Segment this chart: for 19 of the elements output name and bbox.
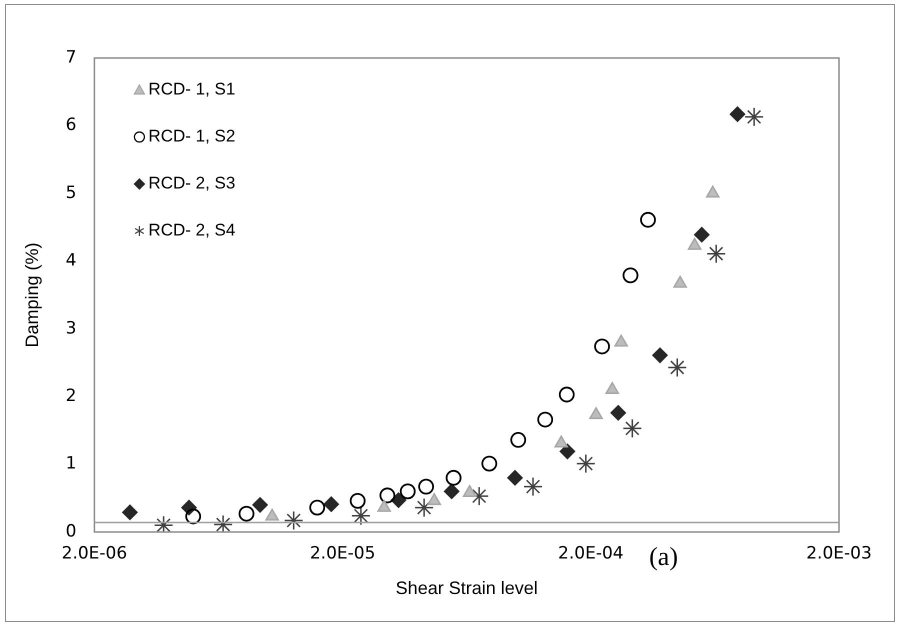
x-tick-label: 2.0E-04 (558, 544, 624, 564)
y-tick-label: 1 (66, 454, 76, 474)
y-tick-label: 6 (66, 115, 76, 136)
legend-label: RCD- 2, S3 (148, 174, 236, 193)
legend-label: RCD- 1, S1 (148, 80, 236, 99)
x-tick-label: 2.0E-06 (62, 544, 128, 564)
y-tick-label: 0 (66, 521, 76, 542)
y-tick-label: 2 (66, 386, 76, 406)
y-tick-label: 5 (66, 182, 76, 203)
y-tick-label: 3 (66, 318, 76, 338)
y-tick-label: 4 (66, 250, 76, 271)
x-axis-title: Shear Strain level (396, 578, 538, 598)
legend-label: RCD- 1, S2 (148, 126, 236, 146)
legend-label: RCD- 2, S4 (148, 220, 236, 240)
text: (a) (649, 542, 678, 571)
x-tick-label: 2.0E-03 (806, 544, 872, 564)
y-axis-title: Damping (%) (22, 242, 42, 348)
x-tick-label: 2.0E-05 (310, 544, 376, 564)
y-tick-label: 7 (66, 47, 76, 68)
